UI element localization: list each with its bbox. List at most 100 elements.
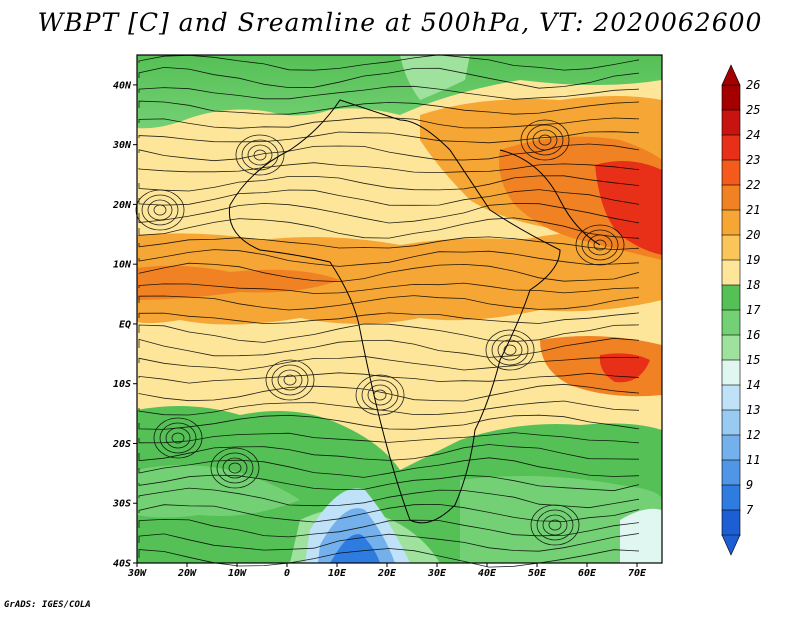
colorbar-label: 22 (746, 178, 760, 192)
streamline-vortex (575, 224, 625, 266)
streamline (138, 85, 640, 100)
colorbar-swatch (721, 409, 741, 436)
streamline-vortex (520, 119, 570, 161)
colorbar-swatch (721, 334, 741, 361)
colorbar-label: 9 (746, 478, 753, 492)
streamline-vortex (530, 504, 580, 546)
streamline-vortex (135, 189, 185, 231)
streamline-vortex (587, 234, 613, 256)
streamline (138, 548, 640, 568)
colorbar-swatch (721, 109, 741, 136)
colorbar-label: 20 (746, 228, 760, 242)
streamline (138, 262, 640, 283)
streamline-vortex (165, 427, 191, 449)
streamline (138, 54, 640, 71)
streamline (138, 414, 640, 430)
colorbar-swatch (721, 84, 741, 111)
colorbar-swatch (721, 259, 741, 286)
streamline-vortex (253, 149, 267, 161)
streamline (138, 444, 640, 462)
streamline-vortex (581, 229, 619, 261)
streamline (138, 323, 640, 343)
streamline (138, 117, 640, 129)
lon-tick-label: 60E (578, 568, 597, 579)
colorbar-swatch (721, 434, 741, 461)
streamline (138, 337, 640, 358)
streamline-vortex (235, 134, 285, 176)
streamline (138, 189, 640, 206)
streamline-vortex (373, 389, 387, 401)
lon-tick-label: 20E (377, 568, 397, 579)
streamline-vortex (503, 344, 517, 356)
streamline (138, 457, 640, 478)
streamline (138, 518, 640, 538)
colorbar-min-arrow (721, 534, 741, 556)
streamline-vortex (171, 432, 185, 444)
colorbar-labels: 26 25 24 23 22 21 20 19 18 17 16 15 14 13 12 11 9 7 (746, 78, 761, 517)
lat-tick-label: 40S (113, 559, 131, 570)
map-plot-area (137, 55, 662, 563)
streamline (138, 312, 640, 325)
streamline-vortex (361, 379, 399, 411)
streamline-vortex (355, 374, 405, 416)
streamline-vortex (283, 374, 297, 386)
streamline-vortex (532, 129, 558, 151)
colorbar-label: 15 (746, 353, 760, 367)
colorbar-label: 24 (746, 128, 760, 142)
colorbar-label: 17 (746, 303, 761, 317)
colorbar-swatch (721, 234, 741, 261)
streamline (138, 162, 640, 174)
lon-tick-label: 0 (284, 568, 290, 579)
colorbar-label: 16 (746, 328, 760, 342)
colorbar-swatch (721, 309, 741, 336)
streamline (138, 175, 640, 192)
streamline (138, 66, 640, 89)
colorbar-label: 21 (746, 203, 760, 217)
colorbar-swatch (721, 284, 741, 311)
colorbar-swatch (721, 459, 741, 486)
lon-tick-label: 20W (177, 568, 197, 579)
map-title: WBPT [C] and Sreamline at 500hPa, VT: 20… (37, 8, 763, 37)
streamline-vortex (548, 519, 562, 531)
streamline-vortex (147, 199, 173, 221)
streamline-vortex (247, 144, 273, 166)
lon-tick-label: 40E (478, 568, 497, 579)
streamline-vortex (542, 514, 568, 536)
colorbar-label: 14 (746, 378, 760, 392)
lon-tick-label: 50E (528, 568, 547, 579)
lat-tick-label: 30N (112, 140, 132, 151)
wbpt-field-tropical-orange (137, 229, 662, 325)
streamline (138, 249, 640, 267)
latitude-axis: 40N 30N 20N 10N EQ 10S 20S 30S 40S (112, 80, 137, 570)
streamline (138, 217, 640, 239)
streamline-vortex (491, 334, 529, 366)
streamline-vortex (222, 457, 248, 479)
streamline-vortex (228, 462, 242, 474)
lon-tick-label: 70E (628, 568, 647, 579)
streamline (138, 355, 640, 371)
streamline-vortex (210, 447, 260, 489)
lat-tick-label: 20S (112, 439, 131, 450)
streamline (138, 282, 640, 294)
streamline-vortex (538, 134, 552, 146)
lon-tick-label: 30W (127, 568, 147, 579)
colorbar-label: 19 (746, 253, 760, 267)
lat-tick-label: 10S (113, 379, 131, 390)
colorbar-label: 26 (746, 78, 760, 92)
colorbar-label: 7 (746, 503, 754, 517)
colorbar-swatch (721, 159, 741, 186)
colorbar-label: 11 (746, 453, 760, 467)
streamline (138, 474, 640, 492)
streamline-vortex (536, 509, 574, 541)
streamline-vortex (153, 204, 167, 216)
colorbar-swatch (721, 384, 741, 411)
streamline-vortex (526, 124, 564, 156)
streamline (138, 202, 640, 224)
streamline (138, 383, 640, 402)
streamline (138, 131, 640, 144)
streamline-vortex (141, 194, 179, 226)
streamline-vortex (159, 422, 197, 454)
colorbar-max-arrow (721, 64, 741, 86)
colorbar-label: 13 (746, 403, 760, 417)
